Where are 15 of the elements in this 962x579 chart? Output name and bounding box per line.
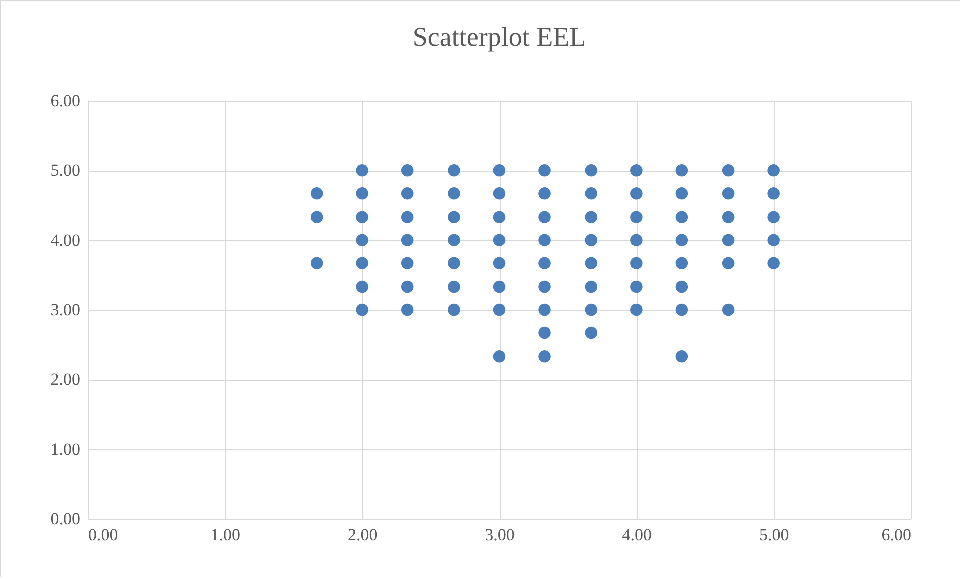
x-tick-label: 3.00 [485,526,515,544]
y-tick-label: 3.00 [50,300,80,320]
x-tick-label: 2.00 [348,526,378,544]
x-tick-label: 0.00 [88,526,118,544]
y-tick-label: 6.00 [50,92,80,110]
y-tick-label: 1.00 [50,440,80,459]
y-tick-label: 2.00 [50,370,80,390]
y-tick-label: 4.00 [50,230,80,250]
x-tick-label: 4.00 [622,526,652,544]
y-tick-label: 5.00 [50,161,80,180]
chart-title: Scatterplot EEL [412,22,586,52]
x-tick-label: 6.00 [882,526,912,544]
x-tick-label: 5.00 [759,526,790,544]
x-tick-label: 1.00 [210,526,241,544]
y-tick-label: 0.00 [50,510,80,528]
